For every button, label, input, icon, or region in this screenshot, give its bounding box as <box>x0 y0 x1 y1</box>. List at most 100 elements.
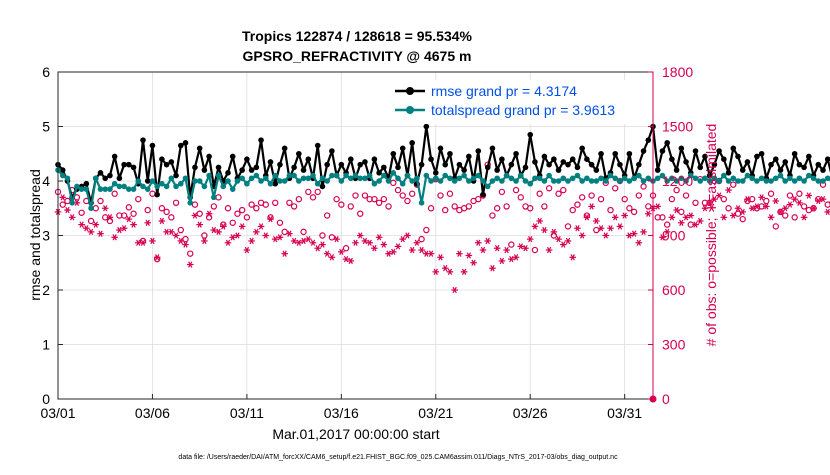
obs-assimilated-point <box>324 251 331 257</box>
obs-possible-point <box>400 193 405 198</box>
obs-assimilated-point <box>262 233 269 239</box>
rmse-point <box>499 156 505 162</box>
totalspread-point <box>409 178 415 184</box>
rmse-point <box>683 159 689 165</box>
rmse-point <box>282 146 288 152</box>
rmse-point <box>579 146 585 152</box>
obs-assimilated-point <box>399 236 406 242</box>
totalspread-point <box>655 175 661 181</box>
rmse-point <box>523 165 529 171</box>
totalspread-point <box>183 175 189 181</box>
totalspread-point <box>428 178 434 184</box>
right-axis-zero-marker <box>650 396 657 403</box>
totalspread-point <box>206 173 212 179</box>
obs-assimilated-point <box>772 198 779 204</box>
totalspread-point <box>782 178 788 184</box>
totalspread-point <box>778 173 784 179</box>
rmse-point <box>475 148 481 154</box>
rmse-point <box>84 181 90 187</box>
totalspread-point <box>197 178 203 184</box>
rmse-point <box>254 165 260 171</box>
obs-possible-point <box>145 207 150 212</box>
rmse-point <box>140 137 146 143</box>
obs-possible-point <box>240 207 245 212</box>
obs-assimilated-point <box>470 260 477 266</box>
totalspread-point <box>249 175 255 181</box>
obs-possible-point <box>112 191 117 196</box>
totalspread-point <box>211 195 217 201</box>
rmse-point <box>461 167 467 173</box>
totalspread-point <box>362 175 368 181</box>
obs-possible-point <box>613 186 618 191</box>
rmse-point <box>339 162 345 168</box>
rmse-point <box>778 167 784 173</box>
totalspread-point <box>617 178 623 184</box>
obs-possible-point <box>542 204 547 209</box>
obs-possible-point <box>386 204 391 209</box>
rmse-point <box>202 167 208 173</box>
totalspread-point <box>88 205 94 211</box>
footer-datafile: data file: /Users/raeder/DAI/ATM_forcXX/… <box>178 454 618 461</box>
rmse-point <box>660 148 666 154</box>
obs-possible-point <box>188 251 193 256</box>
x-tick-label: 03/01 <box>40 405 75 421</box>
totalspread-point <box>187 200 193 206</box>
rmse-point <box>98 170 104 176</box>
totalspread-point <box>324 178 330 184</box>
rmse-point <box>740 167 746 173</box>
totalspread-point <box>499 178 505 184</box>
rmse-point <box>457 162 463 168</box>
obs-possible-point <box>504 204 509 209</box>
rmse-point <box>730 146 736 152</box>
totalspread-point <box>93 175 99 181</box>
obs-possible-point <box>263 202 268 207</box>
rmse-point <box>164 162 170 168</box>
totalspread-point <box>386 178 392 184</box>
obs-assimilated-point <box>456 251 463 257</box>
y-right-tick-label: 900 <box>662 228 686 244</box>
totalspread-point <box>268 181 274 187</box>
rmse-point <box>589 162 595 168</box>
obs-possible-point <box>570 207 575 212</box>
obs-possible-point <box>537 191 542 196</box>
totalspread-point <box>490 178 496 184</box>
totalspread-point <box>424 173 430 179</box>
obs-possible-point <box>65 198 70 203</box>
obs-possible-point <box>136 197 141 202</box>
rmse-point <box>206 154 212 160</box>
obs-assimilated-point <box>159 218 166 224</box>
obs-assimilated-point <box>239 224 246 230</box>
obs-assimilated-point <box>404 233 411 239</box>
obs-assimilated-point <box>102 205 109 211</box>
obs-assimilated-point <box>565 238 572 244</box>
rmse-point <box>301 167 307 173</box>
rmse-point <box>395 165 401 171</box>
obs-possible-point <box>787 193 792 198</box>
obs-possible-point <box>476 197 481 202</box>
obs-possible-point <box>358 211 363 216</box>
obs-possible-point <box>301 229 306 234</box>
obs-assimilated-point <box>418 247 425 253</box>
totalspread-point <box>797 175 803 181</box>
obs-assimilated-point <box>725 187 732 193</box>
obs-possible-point <box>783 213 788 218</box>
obs-assimilated-point <box>187 262 194 268</box>
legend-spread-label: totalspread grand pr = 3.9613 <box>431 102 615 118</box>
totalspread-point <box>641 178 647 184</box>
obs-assimilated-point <box>640 229 647 235</box>
rmse-point <box>815 162 821 168</box>
rmse-point <box>820 167 826 173</box>
obs-possible-point <box>131 211 136 216</box>
rmse-point <box>494 167 500 173</box>
obs-assimilated-point <box>612 214 619 220</box>
obs-possible-point <box>589 193 594 198</box>
obs-possible-point <box>377 200 382 205</box>
y-left-tick-label: 0 <box>42 391 50 407</box>
obs-possible-point <box>395 187 400 192</box>
totalspread-point <box>216 173 222 179</box>
totalspread-point <box>749 175 755 181</box>
totalspread-point <box>381 173 387 179</box>
legend-rmse-label: rmse grand pr = 4.3174 <box>431 83 577 99</box>
obs-possible-point <box>499 189 504 194</box>
obs-assimilated-point <box>536 218 543 224</box>
